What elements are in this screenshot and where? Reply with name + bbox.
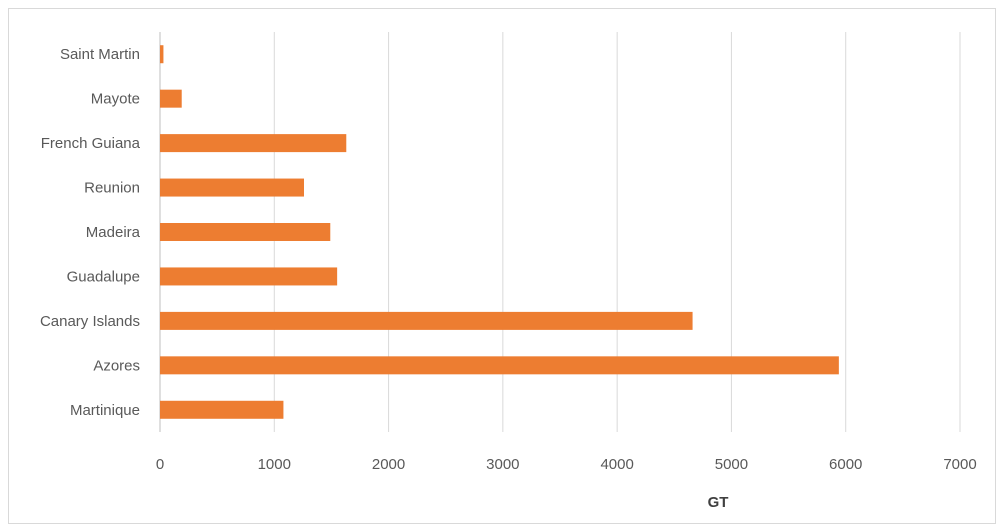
- x-tick-label: 0: [156, 456, 164, 473]
- category-label: Canary Islands: [40, 313, 140, 330]
- x-tick-labels: 0 1000 2000 3000 4000 5000 6000 7000: [156, 456, 977, 473]
- category-label: Azores: [93, 357, 140, 374]
- bar: [160, 89, 182, 108]
- x-tick-label: 2000: [372, 456, 405, 473]
- bar: [160, 178, 304, 197]
- bar: [160, 223, 331, 241]
- category-label: French Guiana: [41, 135, 141, 152]
- category-label: Saint Martin: [60, 46, 140, 63]
- x-axis-title: GT: [708, 494, 729, 511]
- category-label: Martinique: [70, 402, 140, 419]
- category-label: Reunion: [84, 180, 140, 197]
- bar: [160, 45, 164, 64]
- category-label: Madeira: [86, 224, 141, 241]
- bar: [160, 400, 284, 419]
- bar: [160, 134, 347, 153]
- bar: [160, 267, 338, 286]
- x-tick-label: 6000: [829, 456, 862, 473]
- x-tick-label: 7000: [943, 456, 976, 473]
- category-label: Mayote: [91, 91, 140, 108]
- x-tick-label: 4000: [600, 456, 633, 473]
- bars: [160, 45, 839, 419]
- category-labels: Saint Martin Mayote French Guiana Reunion Ma…: [40, 46, 141, 419]
- x-tick-label: 5000: [715, 456, 748, 473]
- bar: [160, 311, 693, 330]
- x-tick-label: 3000: [486, 456, 519, 473]
- x-tick-label: 1000: [258, 456, 291, 473]
- bar: [160, 356, 839, 375]
- category-label: Guadalupe: [67, 268, 140, 285]
